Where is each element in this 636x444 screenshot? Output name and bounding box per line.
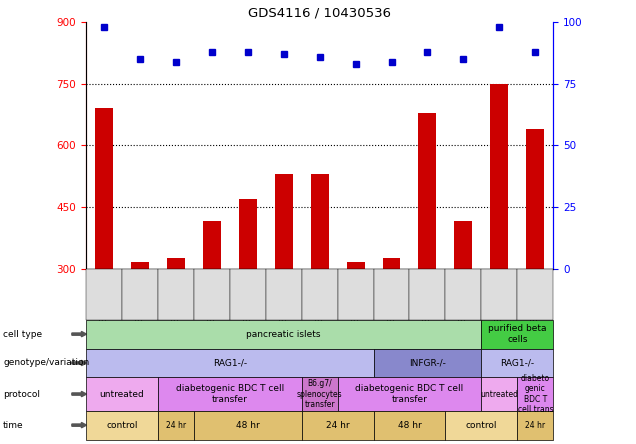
Bar xyxy=(347,262,364,269)
Text: pancreatic islets: pancreatic islets xyxy=(246,329,321,339)
Text: cell type: cell type xyxy=(3,329,43,339)
Bar xyxy=(418,113,436,269)
Text: B6.g7/
splenocytes
transfer: B6.g7/ splenocytes transfer xyxy=(297,379,342,409)
Text: untreated: untreated xyxy=(480,389,518,399)
Text: 24 hr: 24 hr xyxy=(326,420,349,430)
Bar xyxy=(275,174,293,269)
Text: time: time xyxy=(3,420,24,430)
Bar xyxy=(455,222,473,269)
Text: 24 hr: 24 hr xyxy=(166,420,186,430)
Text: INFGR-/-: INFGR-/- xyxy=(409,358,446,368)
Text: diabetogenic BDC T cell
transfer: diabetogenic BDC T cell transfer xyxy=(176,385,284,404)
Text: purified beta
cells: purified beta cells xyxy=(488,325,546,344)
Text: RAG1-/-: RAG1-/- xyxy=(212,358,247,368)
Text: genotype/variation: genotype/variation xyxy=(3,358,90,368)
Bar xyxy=(527,129,544,269)
Bar xyxy=(238,199,257,269)
Bar xyxy=(131,262,149,269)
Text: RAG1-/-: RAG1-/- xyxy=(501,358,534,368)
Bar xyxy=(167,258,184,269)
Text: 48 hr: 48 hr xyxy=(398,420,422,430)
Bar xyxy=(490,84,508,269)
Text: diabeto
genic
BDC T
cell trans: diabeto genic BDC T cell trans xyxy=(518,374,553,414)
Text: protocol: protocol xyxy=(3,389,40,399)
Bar xyxy=(310,174,329,269)
Bar xyxy=(203,222,221,269)
Text: control: control xyxy=(106,420,137,430)
Text: diabetogenic BDC T cell
transfer: diabetogenic BDC T cell transfer xyxy=(356,385,464,404)
Bar xyxy=(382,258,401,269)
Title: GDS4116 / 10430536: GDS4116 / 10430536 xyxy=(248,7,391,20)
Text: 48 hr: 48 hr xyxy=(236,420,259,430)
Bar xyxy=(95,108,113,269)
Text: control: control xyxy=(466,420,497,430)
Text: 24 hr: 24 hr xyxy=(525,420,546,430)
Text: untreated: untreated xyxy=(99,389,144,399)
